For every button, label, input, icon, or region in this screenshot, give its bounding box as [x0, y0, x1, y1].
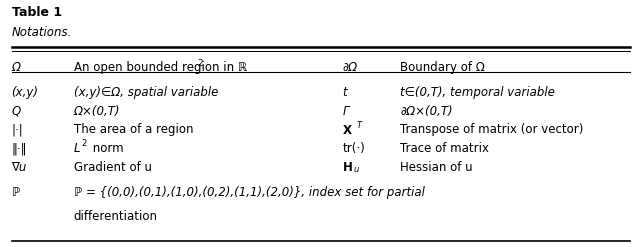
Text: H: H	[342, 161, 352, 174]
Text: ∇u: ∇u	[12, 161, 27, 174]
Text: Ω×(0,T): Ω×(0,T)	[74, 105, 120, 118]
Text: ‖·‖: ‖·‖	[12, 142, 27, 155]
Text: (x,y)∈Ω, spatial variable: (x,y)∈Ω, spatial variable	[74, 86, 218, 100]
Text: u: u	[354, 165, 359, 174]
Text: Hessian of u: Hessian of u	[400, 161, 472, 174]
Text: |·|: |·|	[12, 124, 23, 137]
Text: ℙ: ℙ	[12, 186, 20, 200]
Text: differentiation: differentiation	[74, 210, 157, 223]
Text: (x,y): (x,y)	[12, 86, 38, 100]
Text: Γ: Γ	[342, 105, 349, 118]
Text: ∂Ω: ∂Ω	[342, 61, 358, 74]
Text: Trace of matrix: Trace of matrix	[400, 142, 489, 155]
Text: 2: 2	[81, 139, 86, 148]
Text: t∈(0,T), temporal variable: t∈(0,T), temporal variable	[400, 86, 555, 100]
Text: X: X	[342, 124, 351, 137]
Text: norm: norm	[89, 142, 124, 155]
Text: Gradient of u: Gradient of u	[74, 161, 152, 174]
Text: Transpose of matrix (or vector): Transpose of matrix (or vector)	[400, 124, 584, 137]
Text: Q: Q	[12, 105, 20, 118]
Text: Ω: Ω	[12, 61, 20, 74]
Text: Notations.: Notations.	[12, 26, 72, 39]
Text: T: T	[356, 121, 362, 129]
Text: An open bounded region in ℝ: An open bounded region in ℝ	[74, 61, 247, 74]
Text: tr(·): tr(·)	[342, 142, 365, 155]
Text: t: t	[342, 86, 347, 100]
Text: Table 1: Table 1	[12, 6, 61, 19]
Text: 2: 2	[198, 59, 204, 67]
Text: The area of a region: The area of a region	[74, 124, 193, 137]
Text: ∂Ω×(0,T): ∂Ω×(0,T)	[400, 105, 452, 118]
Text: ℙ = {(0,0),(0,1),(1,0),(0,2),(1,1),(2,0)}, index set for partial: ℙ = {(0,0),(0,1),(1,0),(0,2),(1,1),(2,0)…	[74, 186, 424, 200]
Text: L: L	[74, 142, 80, 155]
Text: Boundary of Ω: Boundary of Ω	[400, 61, 485, 74]
